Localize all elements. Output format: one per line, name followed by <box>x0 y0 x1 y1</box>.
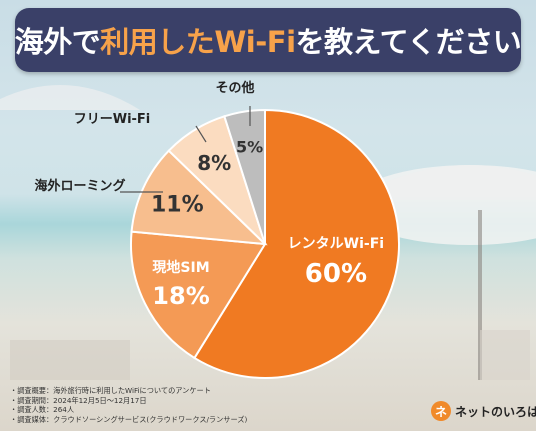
slice-value: 8% <box>197 151 231 175</box>
pie-slice <box>193 108 400 379</box>
survey-line: ・調査媒体：クラウドソーシングサービス(クラウドワークス/ランサーズ) <box>10 414 248 424</box>
pie-slice <box>130 149 268 246</box>
umbrella-canopy <box>350 165 536 200</box>
leader-line <box>195 125 207 143</box>
slice-value: 60% <box>305 259 367 289</box>
slice-value: 11% <box>151 193 204 218</box>
slice-value: 5% <box>236 138 263 157</box>
beach-chair <box>480 330 530 380</box>
title-highlight: 利用した <box>100 25 215 59</box>
survey-line: ・調査概要：海外旅行時に利用したWiFiについてのアンケート <box>10 386 211 395</box>
page-title: 海外で利用したWi-Fiを教えてください <box>14 19 522 61</box>
umbrella-canopy-left <box>0 85 140 110</box>
brand-logo: ネ ネットのいろは <box>431 401 536 421</box>
beach-chair-left <box>10 340 130 380</box>
pie-slice <box>130 230 267 360</box>
survey-line: ・調査期間：2024年12月5日〜12月17日 <box>10 395 147 405</box>
slice-label: その他 <box>215 80 254 96</box>
pie-slice <box>223 108 266 245</box>
survey-notes: ・調査概要：海外旅行時に利用したWiFiについてのアンケート ・調査期間：202… <box>10 386 247 424</box>
brand-name: ネットのいろは <box>455 404 536 419</box>
slice-label: レンタルWi-Fi <box>288 236 384 252</box>
title-highlight-wifi: Wi-Fi <box>214 25 296 59</box>
brand-mark-icon: ネ <box>431 401 451 421</box>
title-banner: 海外で利用したWi-Fiを教えてください <box>14 8 522 72</box>
title-prefix: 海外で <box>14 25 101 59</box>
slice-label: フリーWi-Fi <box>74 112 151 127</box>
survey-line: ・調査人数：264人 <box>10 405 75 414</box>
slice-label: 現地SIM <box>152 259 209 276</box>
slice-value: 18% <box>152 282 209 310</box>
slice-label: 海外ローミング <box>34 178 125 194</box>
umbrella-pole <box>478 210 482 380</box>
title-suffix: を教えてください <box>295 25 522 59</box>
